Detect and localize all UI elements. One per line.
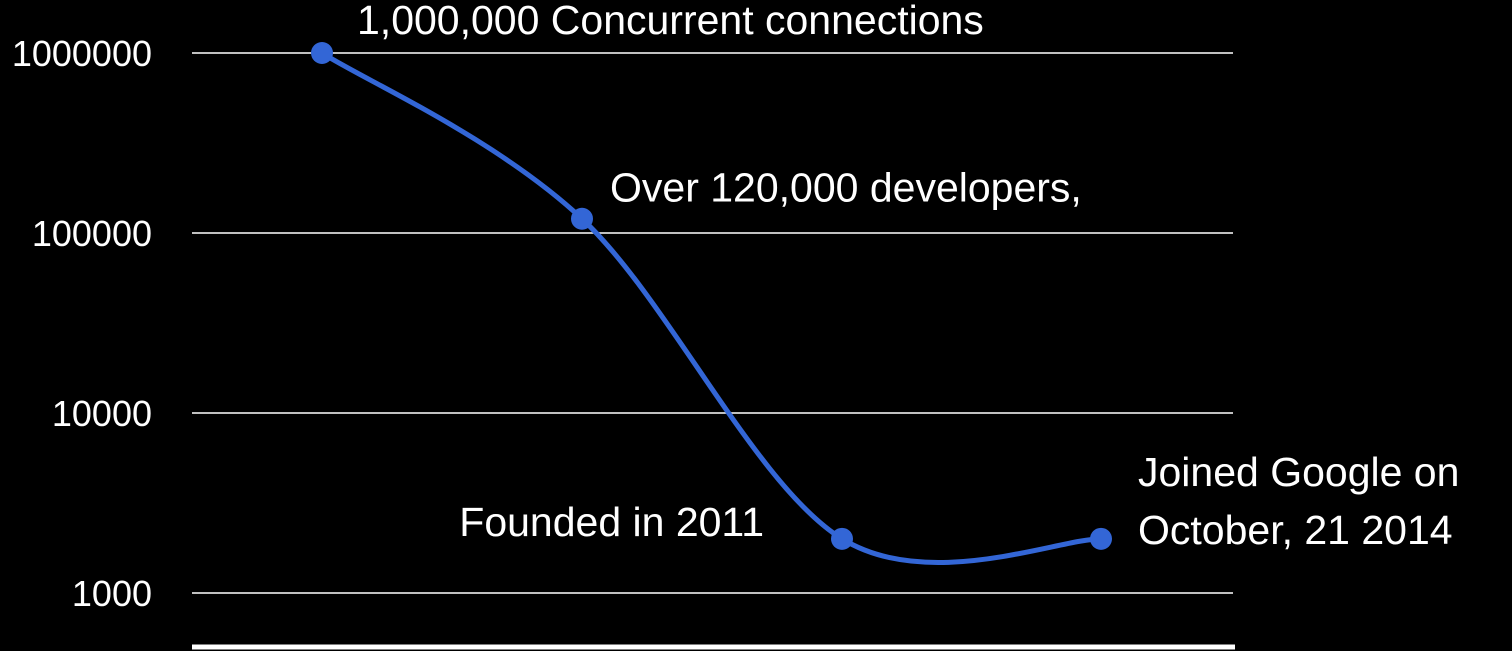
series-line-layer xyxy=(319,50,1104,565)
point-annotation: Joined Google on October, 21 2014 xyxy=(1138,449,1459,553)
y-tick-label: 1000000 xyxy=(12,33,152,74)
point-annotation-line: Joined Google on xyxy=(1138,449,1459,495)
point-annotation-line: Over 120,000 developers, xyxy=(610,165,1082,211)
data-point xyxy=(571,207,593,230)
series-line xyxy=(319,50,1104,565)
data-point xyxy=(831,527,853,550)
data-point xyxy=(311,42,333,64)
annotations: 1,000,000 Concurrent connections Over 120… xyxy=(357,0,1459,553)
y-axis-ticks: 1000 10000 100000 1000000 xyxy=(12,33,152,614)
y-tick-label: 10000 xyxy=(52,393,152,434)
point-annotation-line: 1,000,000 Concurrent connections xyxy=(357,0,984,43)
y-tick-label: 100000 xyxy=(32,213,152,254)
data-points xyxy=(311,42,1112,550)
point-annotation-line: October, 21 2014 xyxy=(1138,507,1453,553)
point-annotation: Founded in 2011 xyxy=(459,499,764,545)
data-point xyxy=(1090,527,1112,550)
point-annotation-line: Founded in 2011 xyxy=(459,499,764,545)
point-annotation: Over 120,000 developers, xyxy=(610,165,1082,211)
point-annotation: 1,000,000 Concurrent connections xyxy=(357,0,984,43)
grid xyxy=(192,52,1233,594)
y-tick-label: 1000 xyxy=(72,573,152,614)
